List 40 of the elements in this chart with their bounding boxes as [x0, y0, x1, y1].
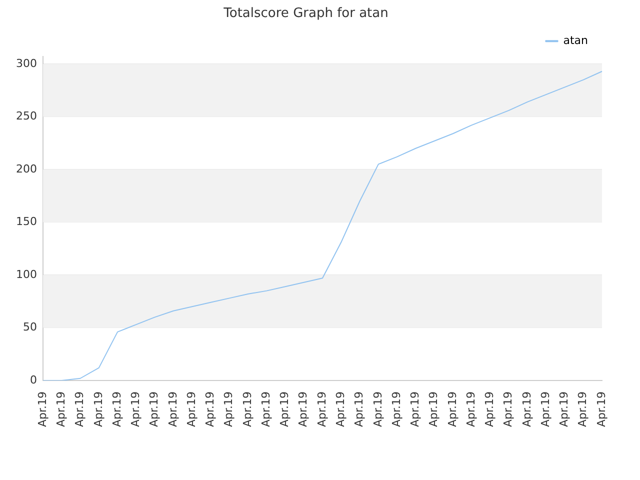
x-tick-label: Apr.19	[502, 391, 515, 427]
x-tick-label: Apr.19	[240, 391, 254, 427]
x-tick-label: Apr.19	[427, 391, 440, 427]
legend-label: atan	[563, 34, 588, 47]
x-tick-label: Apr.19	[334, 391, 347, 427]
x-tick-label: Apr.19	[129, 391, 142, 427]
y-tick-label: 200	[16, 162, 37, 176]
x-tick-label: Apr.19	[558, 391, 571, 427]
y-tick-label: 50	[22, 320, 37, 334]
x-tick-label: Apr.19	[446, 391, 459, 427]
x-tick-label: Apr.19	[54, 391, 68, 427]
x-tick-label: Apr.19	[408, 391, 422, 427]
y-tick-label: 150	[16, 215, 37, 228]
x-tick-label: Apr.19	[520, 391, 534, 427]
x-tick-label: Apr.19	[296, 391, 310, 427]
x-tick-label: Apr.19	[464, 391, 478, 427]
x-tick-label: Apr.19	[352, 391, 366, 427]
x-tick-label: Apr.19	[278, 391, 292, 427]
x-tick-label: Apr.19	[483, 391, 496, 427]
chart-title: Totalscore Graph for atan	[222, 6, 388, 22]
x-tick-label: Apr.19	[148, 391, 161, 427]
y-tick-label: 250	[16, 110, 37, 123]
x-tick-label: Apr.19	[110, 391, 124, 427]
x-tick-label: Apr.19	[204, 391, 217, 427]
x-tick-label: Apr.19	[390, 391, 403, 427]
x-tick-label: Apr.19	[36, 391, 49, 427]
y-tick-label: 300	[16, 56, 37, 70]
x-tick-label: Apr.19	[184, 391, 198, 427]
x-tick-label: Apr.19	[259, 391, 272, 427]
x-tick-label: Apr.19	[73, 391, 86, 427]
y-tick-label: 0	[30, 373, 37, 386]
x-tick-label: Apr.19	[222, 391, 236, 427]
x-tick-label: Apr.19	[371, 391, 384, 427]
x-tick-label: Apr.19	[315, 391, 328, 427]
x-tick-label: Apr.19	[594, 391, 608, 427]
x-tick-label: Apr.19	[576, 391, 590, 427]
x-tick-label: Apr.19	[166, 391, 180, 427]
x-tick-label: Apr.19	[92, 391, 105, 427]
x-tick-label: Apr.19	[538, 391, 552, 427]
y-tick-label: 100	[16, 268, 37, 281]
